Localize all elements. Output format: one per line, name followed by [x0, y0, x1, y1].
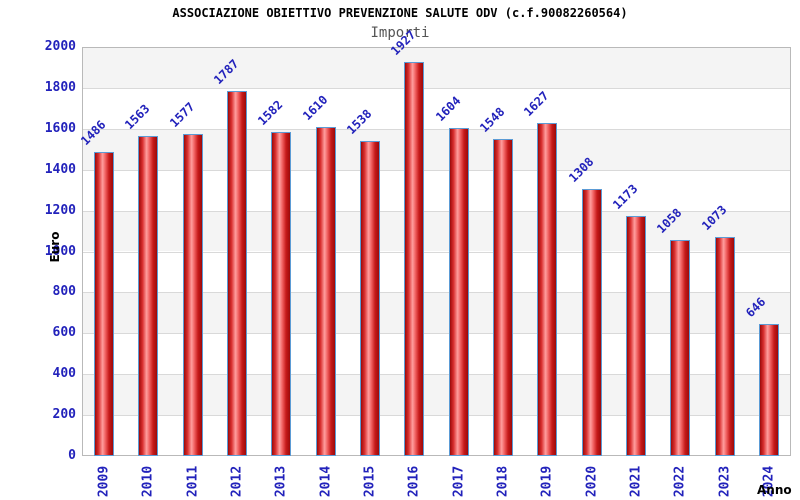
- x-tick-label: 2014: [318, 465, 334, 498]
- gridline: [83, 333, 790, 335]
- bar-2014: [315, 126, 336, 456]
- bar-2018: [492, 139, 513, 456]
- x-tick-label: 2011: [185, 465, 201, 498]
- bar-2015: [360, 141, 381, 456]
- x-tick-label: 2009: [96, 465, 112, 498]
- bar-2021: [625, 216, 646, 456]
- y-tick-label: 1000: [44, 243, 76, 259]
- y-tick-label: 1600: [44, 120, 76, 136]
- y-tick-label: 1200: [44, 202, 76, 218]
- bar-2024: [758, 323, 779, 456]
- x-tick-label: 2012: [229, 465, 245, 498]
- bar-2019: [537, 123, 558, 456]
- x-tick-label: 2010: [140, 465, 156, 498]
- y-tick-label: 0: [68, 448, 76, 463]
- plot-band: [83, 48, 790, 88]
- x-tick-label: 2019: [539, 465, 555, 498]
- y-tick-label: 600: [52, 325, 76, 341]
- bar-2020: [581, 188, 602, 456]
- bar-2017: [448, 127, 469, 456]
- y-tick-label: 1800: [44, 79, 76, 95]
- gridline: [83, 415, 790, 417]
- bar-2010: [138, 136, 159, 456]
- gridline: [83, 210, 790, 212]
- bar-2022: [670, 239, 691, 456]
- chart-subtitle: Importi: [370, 25, 430, 41]
- x-tick-label: 2018: [495, 465, 511, 498]
- x-tick-label: 2022: [672, 465, 688, 498]
- x-axis-title: Anno: [757, 483, 792, 497]
- x-tick-label: 2023: [717, 465, 733, 498]
- y-tick-label: 1400: [44, 161, 76, 177]
- bar-2011: [182, 133, 203, 456]
- x-tick-label: 2013: [273, 465, 289, 498]
- gridline: [83, 87, 790, 89]
- gridline: [83, 128, 790, 130]
- bar-2013: [271, 132, 292, 456]
- gridline: [83, 251, 790, 253]
- x-tick-label: 2020: [584, 465, 600, 498]
- y-tick-label: 2000: [44, 39, 76, 54]
- y-tick-label: 400: [52, 366, 76, 382]
- x-tick-label: 2016: [406, 465, 422, 498]
- bar-2016: [404, 61, 425, 456]
- y-tick-label: 200: [52, 407, 76, 423]
- bar-2012: [227, 90, 248, 456]
- bar-2009: [94, 152, 115, 456]
- gridline: [83, 374, 790, 376]
- gridline: [83, 169, 790, 171]
- y-axis-title: Euro: [48, 231, 62, 263]
- x-tick-label: 2017: [451, 465, 467, 498]
- gridline: [83, 292, 790, 294]
- x-tick-label: 2015: [362, 465, 378, 498]
- chart-title: ASSOCIAZIONE OBIETTIVO PREVENZIONE SALUT…: [172, 6, 628, 20]
- y-tick-label: 800: [52, 284, 76, 300]
- bar-2023: [714, 236, 735, 456]
- x-tick-label: 2021: [628, 465, 644, 498]
